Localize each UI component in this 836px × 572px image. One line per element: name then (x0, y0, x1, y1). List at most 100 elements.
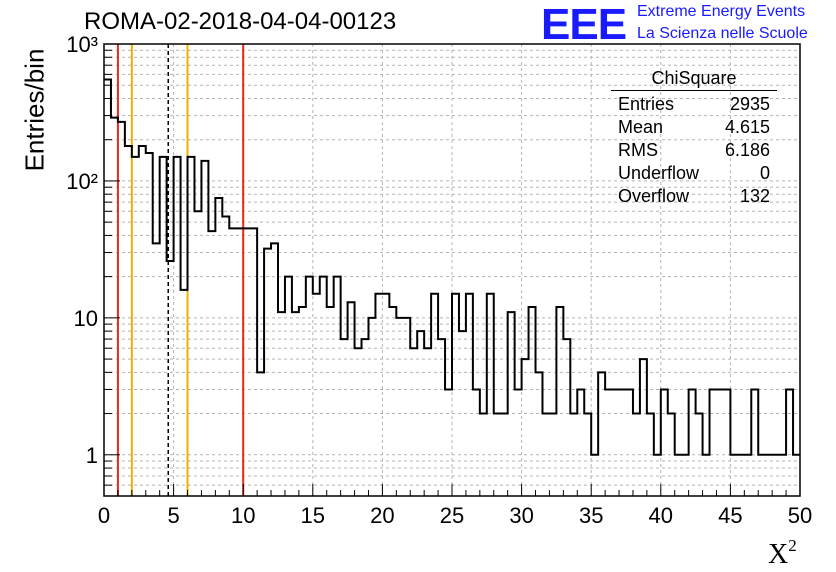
histogram-outline (104, 78, 800, 456)
histogram-bin (194, 211, 201, 496)
histogram-bin (466, 294, 473, 496)
tick-labels: 0 5 10 15 20 25 30 35 40 45 50 1 10 10² 10³ (66, 32, 812, 528)
x-axis-label: X2 (768, 536, 797, 571)
stats-label: RMS (618, 140, 658, 160)
histogram-bin (424, 348, 431, 496)
histogram-bin (327, 307, 334, 496)
x-tick-label: 25 (440, 503, 464, 528)
x-tick-label: 10 (231, 503, 255, 528)
histogram-bin (320, 277, 327, 496)
histogram-bin (793, 455, 800, 496)
histogram-bin (355, 348, 362, 496)
histogram-bin (132, 157, 139, 496)
logo-tagline-2: La Scienza nelle Scuole (637, 25, 808, 42)
x-tick-label: 0 (98, 503, 110, 528)
histogram-bin (118, 122, 125, 496)
run-title: ROMA-02-2018-04-04-00123 (84, 8, 397, 35)
histogram-bin (522, 359, 529, 496)
histogram-bin (459, 331, 466, 496)
stats-label: Overflow (618, 186, 690, 206)
histogram-bin (153, 243, 160, 496)
histogram-bin (285, 277, 292, 496)
stats-box: ChiSquare Entries 2935 Mean 4.615 RMS 6.… (611, 66, 777, 208)
histogram-bin (271, 243, 278, 496)
histogram-bin (536, 372, 543, 496)
histogram-bin (779, 455, 786, 496)
histogram-bin (438, 339, 445, 496)
histogram-bin (640, 359, 647, 496)
histogram-bin (605, 389, 612, 496)
histogram-bin (160, 157, 167, 496)
histogram-bin (563, 339, 570, 496)
histogram-bin (139, 146, 146, 496)
histogram-bin (236, 228, 243, 496)
stats-row-overflow: Overflow 132 (611, 185, 777, 208)
histogram-bin (696, 414, 703, 496)
y-tick-label: 10³ (66, 32, 98, 57)
histogram-bin (765, 455, 772, 496)
histogram-bin (626, 389, 633, 496)
histogram-bin (556, 307, 563, 496)
histogram-bin (612, 389, 619, 496)
histogram-bin (208, 231, 215, 496)
stats-row-rms: RMS 6.186 (611, 139, 777, 162)
stats-label: Underflow (618, 163, 700, 183)
axis-ticks (103, 49, 801, 497)
histogram-bin (229, 228, 236, 496)
histogram-bin (584, 414, 591, 496)
histogram-bin (723, 389, 730, 496)
histogram-bin (633, 414, 640, 496)
histogram-bin (104, 80, 111, 496)
histogram-bin (125, 146, 132, 496)
histogram-bin (396, 318, 403, 496)
histogram-bin (292, 312, 299, 496)
x-tick-label: 35 (579, 503, 603, 528)
histogram-bin (710, 389, 717, 496)
histogram-bin (487, 294, 494, 496)
histogram-bin (730, 455, 737, 496)
histogram-layer (104, 78, 800, 496)
histogram-bin (452, 294, 459, 496)
histogram-bin (222, 216, 229, 496)
y-tick-label: 10² (66, 169, 98, 194)
stats-value: 132 (739, 186, 770, 206)
stats-value: 2935 (729, 94, 770, 114)
histogram-bin (375, 294, 382, 496)
stats-value: 4.615 (724, 117, 770, 137)
histogram-bin (341, 339, 348, 496)
histogram-bin (570, 414, 577, 496)
y-axis-label: Entries/bin (19, 48, 50, 172)
histogram-bin (278, 312, 285, 496)
histogram-bin (661, 389, 668, 496)
logo-tagline-1: Extreme Energy Events (637, 3, 806, 20)
eee-logo: EEE (541, 0, 627, 49)
histogram-bin (542, 414, 549, 496)
histogram-bin (494, 414, 501, 496)
stats-row-entries: Entries 2935 (611, 93, 777, 116)
stats-value: 0 (759, 163, 770, 183)
histogram-bin (188, 157, 195, 496)
histogram-bin (647, 414, 654, 496)
histogram-bin (389, 307, 396, 496)
histogram-bin (549, 414, 556, 496)
histogram-bin (654, 455, 661, 496)
histogram-bin (181, 290, 188, 496)
histogram-bin (264, 249, 271, 496)
histogram-bin (772, 455, 779, 496)
histogram-bin (417, 331, 424, 496)
histogram-bin (744, 455, 751, 496)
stats-value: 6.186 (724, 140, 770, 160)
histogram-bin (174, 157, 181, 496)
histogram-bin (368, 318, 375, 496)
histogram-bin (201, 161, 208, 496)
histogram-bin (716, 389, 723, 496)
histogram-bin (215, 198, 222, 496)
histogram-bin (529, 307, 536, 496)
histogram-bin (480, 414, 487, 496)
histogram-bin (111, 118, 118, 496)
x-tick-label: 30 (509, 503, 533, 528)
x-tick-label: 15 (301, 503, 325, 528)
stats-row-mean: Mean 4.615 (611, 116, 777, 139)
x-tick-label: 40 (649, 503, 673, 528)
x-tick-label: 50 (788, 503, 812, 528)
